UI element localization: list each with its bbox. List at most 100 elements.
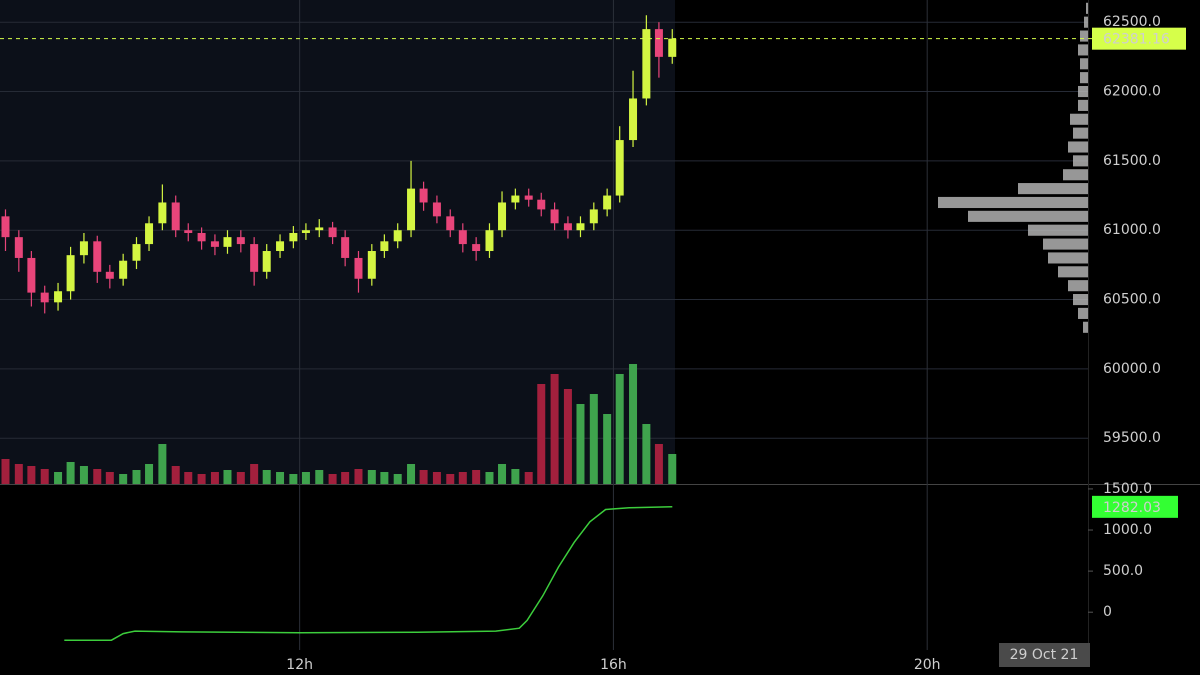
date-label: 29 Oct 21 <box>1010 647 1079 663</box>
volume-bar <box>524 472 533 484</box>
volume-bar <box>380 472 389 484</box>
y-tick-label: 60000.0 <box>1103 361 1161 377</box>
candle-body <box>79 241 88 256</box>
volume-profile-bar <box>1084 16 1088 28</box>
volume-profile-bar <box>1073 155 1088 167</box>
volume-bar <box>432 472 441 484</box>
volume-bar <box>40 469 49 484</box>
volume-bar <box>589 394 598 484</box>
candle-body <box>524 195 533 200</box>
volume-bar <box>301 472 310 484</box>
volume-bar <box>446 474 455 484</box>
volume-bar <box>197 474 206 484</box>
candle-body <box>537 199 546 210</box>
candle-body <box>485 230 494 252</box>
volume-bar <box>498 464 507 484</box>
candle-body <box>105 271 114 279</box>
y-tick-label: 500.0 <box>1103 563 1143 579</box>
candle-body <box>432 202 441 217</box>
volume-profile-bar <box>938 196 1088 209</box>
volume-bar <box>66 462 75 484</box>
candle-body <box>301 230 310 233</box>
volume-bar <box>458 472 467 484</box>
candle-body <box>315 227 324 231</box>
volume-profile-bar <box>1073 294 1088 306</box>
y-tick-label: 62500.0 <box>1103 14 1161 30</box>
volume-profile-bar <box>1080 72 1088 84</box>
candle-body <box>654 29 663 57</box>
last-value-box <box>1092 495 1178 518</box>
candle-body <box>93 241 102 272</box>
candle-body <box>250 244 259 272</box>
volume-bar <box>537 384 546 484</box>
volume-bar <box>407 464 416 484</box>
volume-bar <box>145 464 154 484</box>
y-tick-label: 1500.0 <box>1103 481 1152 497</box>
volume-profile-bar <box>1073 127 1088 139</box>
x-tick-label: 12h <box>286 657 313 673</box>
volume-profile-bar <box>1048 252 1088 264</box>
y-tick-label: 61500.0 <box>1103 153 1161 169</box>
volume-bar <box>105 472 114 484</box>
candle-body <box>276 241 285 252</box>
candle-body <box>380 241 389 252</box>
volume-profile-bar <box>1080 58 1088 70</box>
candle-body <box>550 209 559 224</box>
volume-bar <box>315 470 324 484</box>
last-value-label: 1282.03 <box>1103 500 1161 516</box>
volume-bar <box>236 472 245 484</box>
volume-bar <box>550 374 559 484</box>
y-tick-label: 60500.0 <box>1103 292 1161 308</box>
volume-bar <box>668 454 677 484</box>
candle-body <box>668 38 677 57</box>
candle-body <box>27 257 36 293</box>
candle-body <box>472 244 481 252</box>
volume-profile-bar <box>1080 30 1088 42</box>
heatmap-background <box>0 0 675 484</box>
volume-bar <box>419 470 428 484</box>
candle-body <box>446 216 455 231</box>
candle-body <box>40 292 49 303</box>
candle-body <box>615 140 624 196</box>
volume-bar <box>119 474 128 484</box>
volume-bar <box>341 472 350 484</box>
candle-body <box>576 223 585 231</box>
volume-profile-bar <box>1028 224 1088 236</box>
candle-body <box>262 251 271 272</box>
last-price-label: 62381.16 <box>1103 32 1170 48</box>
volume-bar <box>642 424 651 484</box>
candle-body <box>223 237 232 247</box>
candle-body <box>498 202 507 231</box>
candle-body <box>158 202 167 224</box>
candle-body <box>603 195 612 210</box>
candle-body <box>629 98 638 141</box>
candle-body <box>1 216 10 238</box>
volume-profile-bar <box>1058 266 1088 278</box>
volume-profile-bar <box>1018 183 1088 195</box>
candle-body <box>354 257 363 279</box>
volume-profile-bar <box>1078 85 1088 98</box>
volume-bar <box>654 444 663 484</box>
volume-profile-bar <box>968 210 1088 222</box>
candle-body <box>184 230 193 233</box>
volume-profile-bar <box>1070 113 1088 125</box>
candle-body <box>393 230 402 242</box>
volume-bar <box>1 459 10 484</box>
x-tick-label: 20h <box>914 657 941 673</box>
volume-bar <box>14 464 23 484</box>
y-tick-label: 1000.0 <box>1103 522 1152 538</box>
candle-body <box>341 237 350 258</box>
volume-profile-bar <box>1063 169 1088 181</box>
candle-body <box>511 195 520 203</box>
last-price-box <box>1092 27 1186 50</box>
date-box <box>999 643 1090 667</box>
volume-profile-bar <box>1043 238 1088 250</box>
y-tick-label: 62000.0 <box>1103 84 1161 100</box>
volume-bar <box>54 472 63 484</box>
candle-body <box>54 291 63 303</box>
volume-bar <box>629 364 638 484</box>
candle-body <box>197 232 206 242</box>
candle-body <box>589 209 598 224</box>
volume-bar <box>354 469 363 484</box>
